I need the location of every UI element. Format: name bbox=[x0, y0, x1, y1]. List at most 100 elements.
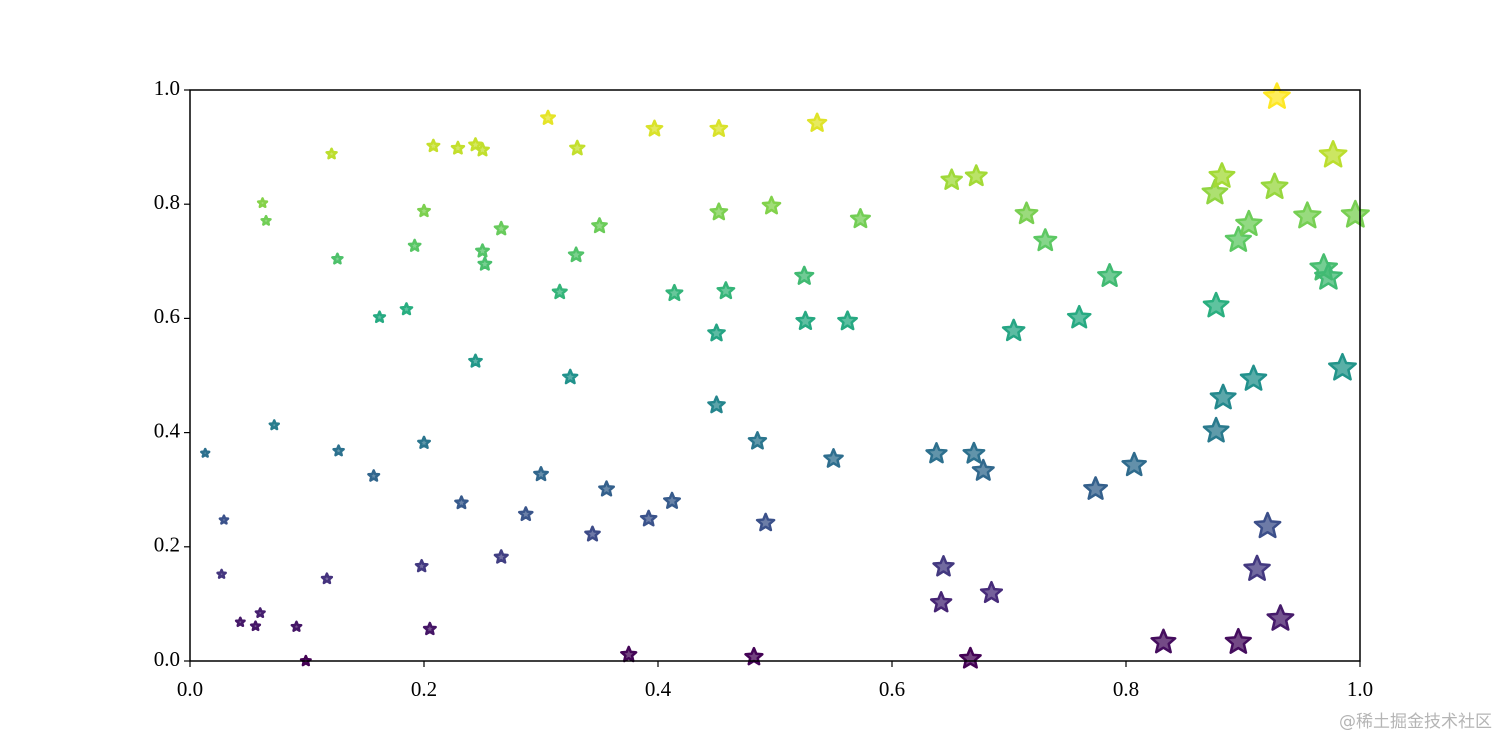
star-point bbox=[260, 214, 272, 226]
star-point bbox=[1253, 511, 1282, 539]
star-point bbox=[1121, 451, 1147, 477]
star-point bbox=[477, 256, 493, 271]
y-tick-label: 0.2 bbox=[154, 533, 180, 557]
star-point bbox=[958, 646, 982, 669]
star-point bbox=[1150, 628, 1177, 654]
star-point bbox=[1201, 178, 1229, 205]
star-point bbox=[1293, 201, 1322, 229]
star-point bbox=[216, 568, 227, 579]
star-point bbox=[1033, 228, 1058, 252]
x-tick-label: 0.0 bbox=[177, 677, 203, 701]
star-point bbox=[747, 431, 768, 450]
star-point bbox=[569, 139, 586, 156]
star-point bbox=[823, 448, 844, 468]
star-point bbox=[332, 444, 345, 457]
star-point bbox=[454, 495, 469, 510]
star-point bbox=[331, 252, 344, 265]
star-point bbox=[1224, 225, 1252, 252]
star-point bbox=[518, 506, 534, 522]
star-point bbox=[707, 395, 726, 414]
star-point bbox=[709, 119, 729, 137]
star-point bbox=[268, 419, 280, 431]
star-point bbox=[1001, 318, 1026, 342]
star-point bbox=[598, 480, 615, 497]
star-point bbox=[1014, 201, 1039, 225]
star-point bbox=[1097, 263, 1123, 288]
star-point bbox=[1202, 416, 1230, 443]
star-point bbox=[925, 442, 948, 464]
star-point bbox=[1239, 364, 1268, 391]
star-point bbox=[1263, 82, 1291, 109]
star-point bbox=[744, 646, 764, 666]
star-point bbox=[1224, 627, 1252, 654]
star-point bbox=[551, 283, 568, 300]
x-tick-label: 0.6 bbox=[879, 677, 905, 701]
star-point bbox=[1243, 554, 1271, 581]
star-point bbox=[417, 203, 431, 218]
star-point bbox=[1235, 209, 1263, 237]
star-point bbox=[254, 607, 266, 619]
star-point bbox=[755, 512, 776, 532]
star-point bbox=[1318, 140, 1348, 168]
star-point bbox=[540, 109, 556, 125]
plot-area bbox=[200, 82, 1370, 669]
star-point bbox=[1260, 172, 1289, 200]
y-tick-label: 0.8 bbox=[154, 190, 180, 214]
star-point bbox=[256, 197, 269, 209]
y-tick-label: 0.6 bbox=[154, 304, 180, 328]
star-point bbox=[422, 621, 437, 636]
star-point bbox=[940, 168, 963, 190]
star-point bbox=[475, 142, 490, 157]
star-point bbox=[1202, 291, 1230, 318]
star-point bbox=[1066, 304, 1092, 329]
star-point bbox=[218, 514, 230, 525]
star-point bbox=[426, 138, 441, 153]
star-point bbox=[290, 620, 303, 632]
star-point bbox=[234, 616, 246, 628]
axes-frame bbox=[189, 89, 1361, 662]
star-point bbox=[837, 310, 858, 331]
star-point bbox=[414, 558, 429, 573]
star-point bbox=[1266, 604, 1295, 631]
star-point bbox=[707, 323, 726, 342]
y-tick-label: 1.0 bbox=[154, 76, 180, 100]
star-point bbox=[1327, 352, 1357, 381]
star-point bbox=[249, 620, 262, 632]
star-point bbox=[372, 310, 387, 324]
star-point bbox=[962, 441, 986, 464]
star-point bbox=[639, 509, 658, 527]
star-point bbox=[979, 580, 1004, 604]
y-tick-label: 0.0 bbox=[154, 647, 180, 671]
star-point bbox=[964, 164, 988, 187]
star-point bbox=[716, 281, 736, 300]
x-tick-label: 0.4 bbox=[645, 677, 672, 701]
star-point bbox=[932, 555, 955, 577]
star-point bbox=[450, 140, 466, 155]
star-point bbox=[533, 466, 549, 482]
star-point bbox=[475, 243, 490, 258]
star-point bbox=[399, 302, 414, 316]
star-point bbox=[645, 119, 664, 137]
star-point bbox=[567, 246, 585, 263]
star-point bbox=[971, 458, 995, 481]
y-tick-label: 0.4 bbox=[154, 418, 181, 442]
star-point bbox=[562, 368, 579, 385]
star-point bbox=[709, 202, 729, 221]
star-point bbox=[794, 265, 815, 285]
star-point bbox=[407, 238, 422, 252]
star-point bbox=[620, 645, 638, 663]
star-point bbox=[468, 353, 483, 368]
star-point bbox=[367, 469, 381, 482]
star-point bbox=[591, 217, 608, 234]
star-point bbox=[806, 112, 828, 132]
x-tick-label: 0.8 bbox=[1113, 677, 1139, 701]
star-point bbox=[325, 147, 338, 160]
star-point bbox=[493, 549, 509, 564]
star-point bbox=[417, 435, 431, 449]
star-point bbox=[493, 220, 509, 236]
star-point bbox=[849, 208, 871, 229]
star-point bbox=[1083, 476, 1109, 500]
x-tick-label: 1.0 bbox=[1347, 677, 1373, 701]
